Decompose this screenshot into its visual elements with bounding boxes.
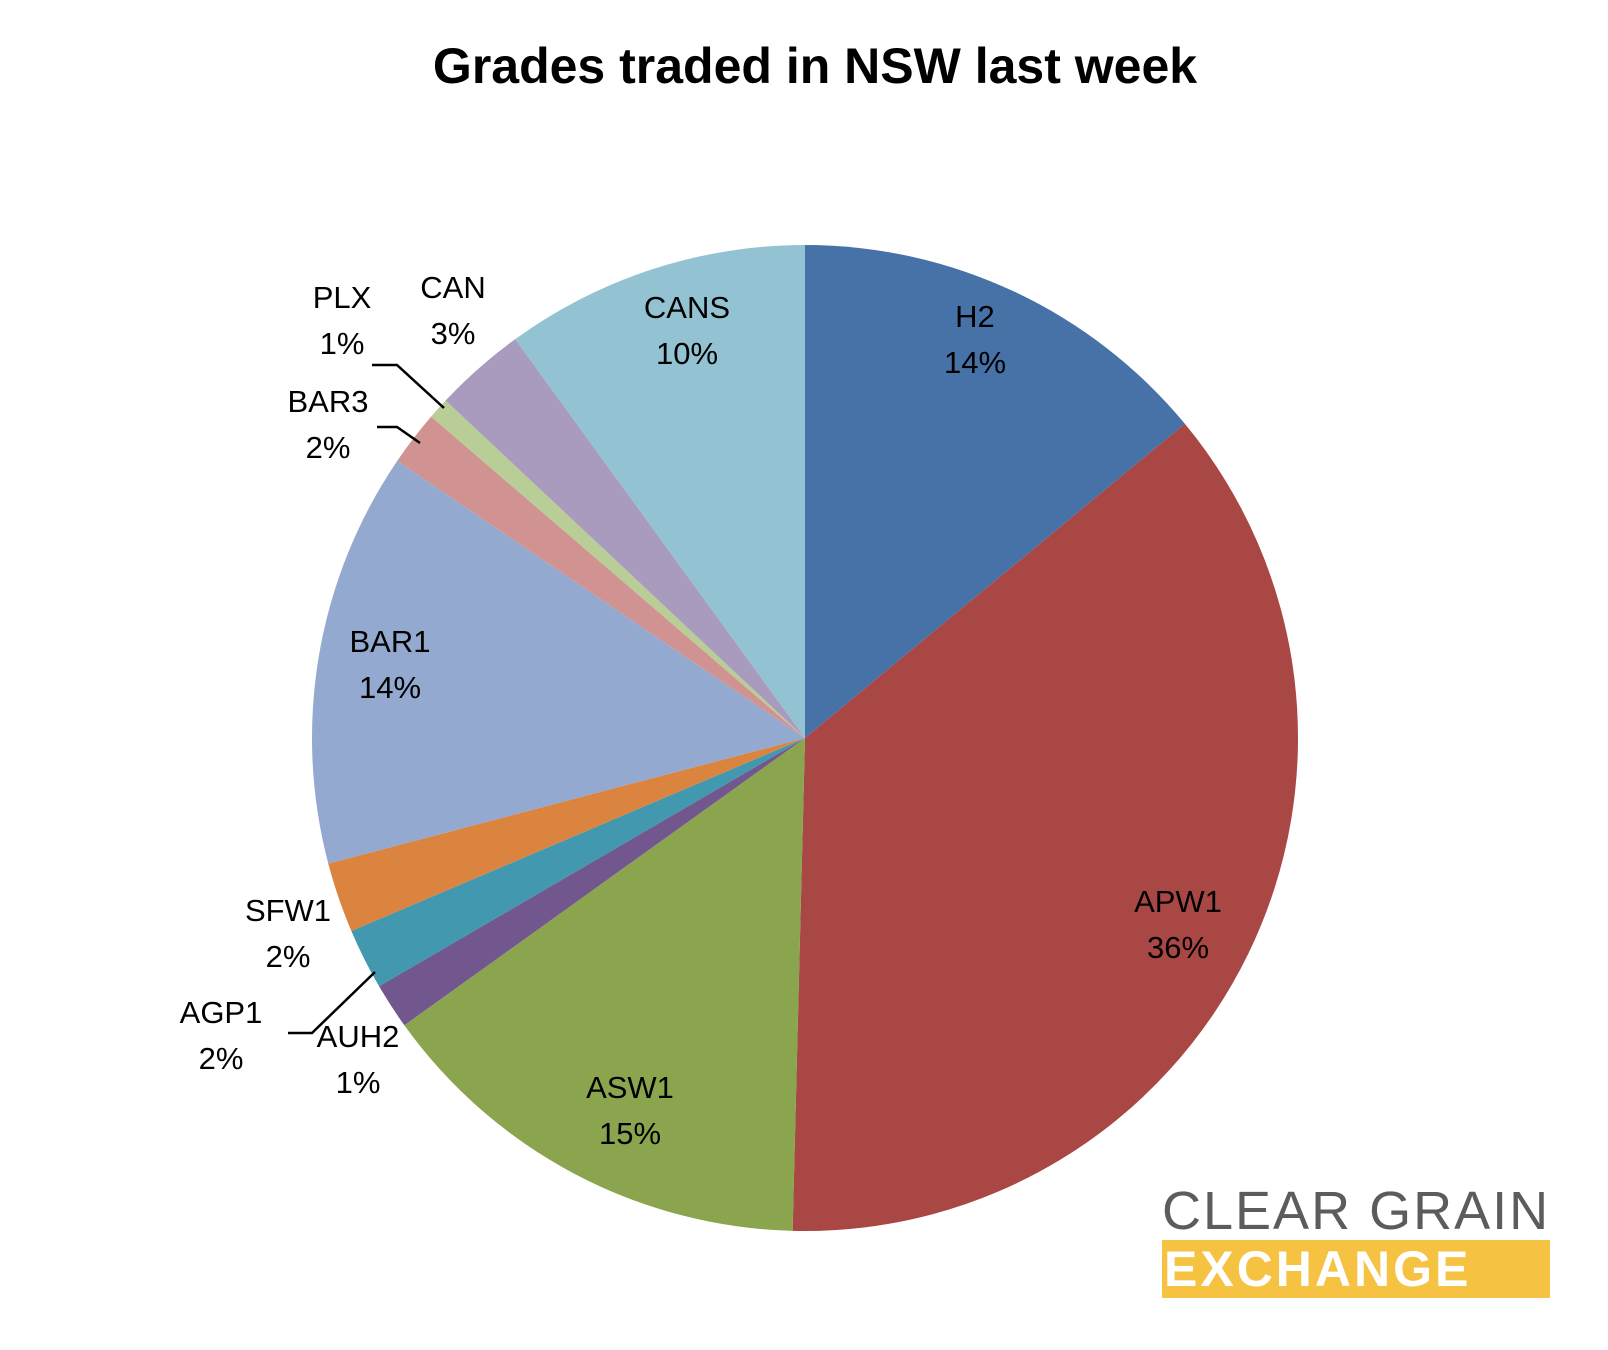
slice-percent-auh2: 1%: [336, 1065, 381, 1100]
leader-line-agp1: [288, 971, 376, 1035]
slice-name-bar3: BAR3: [288, 384, 369, 419]
slice-label-bar3: BAR3 2%: [288, 384, 369, 465]
pie-slice-bar1: [312, 460, 805, 864]
slice-name-can: CAN: [420, 270, 485, 305]
pie-slice-apw1: [792, 423, 1298, 1231]
slice-labels: H2 14%APW1 36%ASW1 15%AUH2 1%AGP1 2%SFW1 2%BAR…: [180, 270, 1222, 1151]
slice-percent-can: 3%: [431, 316, 476, 351]
slice-label-plx: PLX 1%: [313, 280, 372, 361]
slice-name-asw1: ASW1: [586, 1070, 674, 1105]
slice-percent-asw1: 15%: [599, 1116, 661, 1151]
pie-slice-asw1: [404, 738, 805, 1231]
chart-title: Grades traded in NSW last week: [433, 38, 1197, 94]
slice-label-h2: H2 14%: [944, 299, 1006, 380]
slice-name-h2: H2: [955, 299, 995, 334]
slice-percent-plx: 1%: [320, 326, 365, 361]
slice-percent-sfw1: 2%: [266, 939, 311, 974]
pie-slice-auh2: [379, 738, 805, 1026]
slice-label-sfw1: SFW1 2%: [245, 893, 331, 974]
slice-label-apw1: APW1 36%: [1134, 884, 1222, 965]
slice-percent-h2: 14%: [944, 345, 1006, 380]
slice-label-can: CAN 3%: [420, 270, 485, 351]
leader-line-bar3: [377, 425, 421, 445]
slice-name-agp1: AGP1: [180, 995, 263, 1030]
pie-slices: [312, 245, 1298, 1231]
slice-name-cans: CANS: [644, 290, 730, 325]
leader-line-plx: [372, 363, 445, 409]
slice-percent-apw1: 36%: [1147, 930, 1209, 965]
slice-label-bar1: BAR1 14%: [350, 624, 431, 705]
slice-label-auh2: AUH2 1%: [317, 1019, 400, 1100]
slice-label-agp1: AGP1 2%: [180, 995, 263, 1076]
pie-slice-agp1: [351, 738, 805, 987]
logo-text-line2: EXCHANGE: [1162, 1240, 1550, 1298]
slice-percent-agp1: 2%: [199, 1041, 244, 1076]
slice-label-asw1: ASW1 15%: [586, 1070, 674, 1151]
pie-slice-plx: [431, 400, 805, 738]
pie-slice-bar3: [397, 416, 805, 738]
slice-name-plx: PLX: [313, 280, 372, 315]
slice-percent-bar1: 14%: [359, 670, 421, 705]
pie-slice-h2: [805, 245, 1185, 738]
slice-percent-bar3: 2%: [306, 430, 351, 465]
leader-lines: [288, 363, 445, 1035]
pie-slice-can: [445, 339, 805, 738]
slice-name-auh2: AUH2: [317, 1019, 400, 1054]
slice-name-bar1: BAR1: [350, 624, 431, 659]
slice-label-cans: CANS 10%: [644, 290, 730, 371]
pie-slice-cans: [515, 245, 805, 738]
slice-percent-cans: 10%: [656, 336, 718, 371]
clear-grain-exchange-logo: CLEAR GRAIN EXCHANGE: [1162, 1184, 1550, 1298]
logo-text-line1: CLEAR GRAIN: [1162, 1181, 1551, 1241]
pie-slice-sfw1: [328, 738, 805, 931]
slice-name-sfw1: SFW1: [245, 893, 331, 928]
slice-name-apw1: APW1: [1134, 884, 1222, 919]
